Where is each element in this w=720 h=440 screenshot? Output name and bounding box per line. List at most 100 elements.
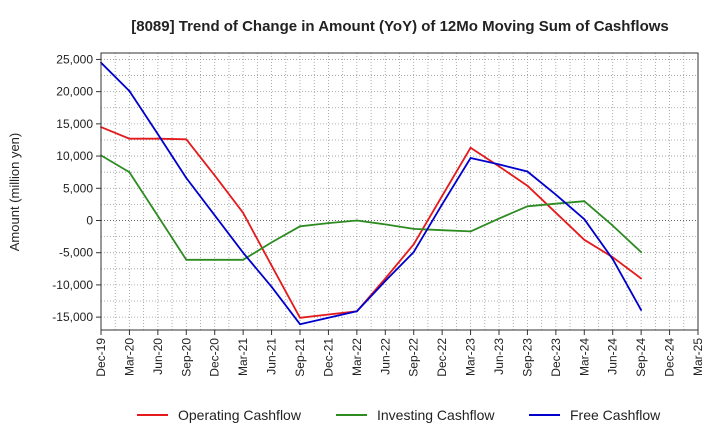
data-point — [526, 205, 529, 208]
legend-item: Free Cashflow — [529, 407, 661, 423]
data-point — [412, 227, 415, 230]
x-tick-label: Mar-24 — [577, 338, 591, 376]
x-tick-label: Jun-20 — [151, 338, 165, 375]
data-point — [384, 223, 387, 226]
y-tick-label: 0 — [86, 213, 93, 227]
data-point — [327, 313, 330, 316]
data-point — [327, 316, 330, 319]
data-point — [611, 224, 614, 227]
x-tick-label: Jun-22 — [378, 338, 392, 375]
data-point — [156, 215, 159, 217]
legend-label: Free Cashflow — [570, 407, 661, 423]
data-point — [270, 285, 273, 288]
y-tick-label: -10,000 — [52, 278, 93, 292]
data-point — [270, 241, 273, 244]
data-point — [412, 243, 415, 246]
series-line — [100, 62, 642, 326]
x-tick-label: Sep-22 — [407, 338, 421, 377]
legend-item: Investing Cashflow — [336, 407, 495, 423]
data-point — [128, 171, 131, 174]
chart-title: [8089] Trend of Change in Amount (YoY) o… — [131, 18, 669, 35]
x-tick-label: Dec-23 — [549, 338, 563, 377]
data-point — [213, 174, 216, 177]
x-tick-label: Mar-25 — [691, 338, 705, 376]
x-tick-label: Sep-24 — [634, 338, 648, 377]
y-axis-label: Amount (million yen) — [7, 133, 22, 252]
x-tick-label: Dec-24 — [663, 338, 677, 377]
data-point — [128, 90, 131, 92]
legend-label: Investing Cashflow — [377, 407, 495, 423]
y-tick-label: 10,000 — [56, 149, 93, 163]
data-point — [384, 277, 387, 280]
data-point — [640, 251, 643, 253]
data-point — [554, 193, 557, 196]
x-tick-label: Sep-20 — [179, 338, 193, 377]
x-tick-label: Dec-21 — [321, 338, 335, 377]
data-point — [441, 203, 444, 206]
data-point — [498, 163, 500, 166]
data-point — [554, 202, 557, 205]
data-point — [185, 177, 188, 179]
data-point — [242, 258, 245, 261]
data-point — [583, 218, 586, 221]
data-point — [299, 323, 301, 326]
data-point — [583, 200, 586, 203]
data-point — [384, 280, 387, 282]
data-point — [554, 211, 557, 214]
data-point — [611, 258, 614, 261]
series-free-cashflow — [100, 61, 643, 326]
x-tick-label: Dec-20 — [208, 338, 222, 377]
data-point — [583, 238, 586, 241]
data-point — [469, 146, 472, 149]
data-point — [640, 277, 643, 280]
x-tick-label: Sep-23 — [520, 338, 534, 377]
x-tick-label: Sep-21 — [293, 338, 307, 377]
legend-item: Operating Cashflow — [137, 407, 302, 423]
legend-label: Operating Cashflow — [178, 407, 302, 423]
data-point — [355, 219, 358, 222]
data-point — [213, 214, 216, 217]
data-point — [270, 264, 273, 267]
data-point — [526, 170, 529, 173]
data-point — [213, 258, 216, 261]
data-point — [498, 165, 500, 168]
y-tick-label: 15,000 — [56, 117, 93, 131]
data-point — [327, 222, 330, 224]
plot-frame — [100, 52, 699, 331]
data-point — [441, 195, 444, 197]
x-tick-label: Mar-22 — [350, 338, 364, 376]
data-point — [355, 310, 358, 313]
x-tick-label: Jun-24 — [606, 338, 620, 375]
data-point — [156, 133, 159, 136]
grid — [101, 53, 698, 330]
data-point — [185, 138, 188, 141]
data-point — [640, 309, 643, 311]
data-point — [441, 229, 444, 232]
y-tick-label: -5,000 — [59, 246, 93, 260]
data-point — [498, 217, 500, 220]
y-tick-label: 20,000 — [56, 85, 93, 99]
data-point — [156, 137, 159, 140]
y-tick-label: -15,000 — [52, 310, 93, 324]
series-line — [100, 154, 642, 261]
axis-ticks: 25,000 20,000 15,000 10,000 5,000 0 -5,000 -10,… — [52, 52, 705, 376]
x-tick-label: Mar-21 — [236, 338, 250, 376]
x-tick-label: Dec-22 — [435, 338, 449, 377]
data-point — [185, 258, 188, 261]
data-point — [526, 184, 529, 187]
series — [100, 61, 643, 326]
data-point — [412, 251, 415, 253]
legend: Operating Cashflow Investing Cashflow Free… — [137, 407, 661, 423]
data-point — [242, 211, 245, 214]
y-tick-label: 5,000 — [63, 181, 93, 195]
data-point — [299, 225, 301, 228]
data-point — [242, 251, 245, 254]
series-investing-cashflow — [100, 154, 643, 261]
x-tick-label: Dec-19 — [94, 338, 108, 377]
y-tick-label: 25,000 — [56, 52, 93, 66]
data-point — [469, 157, 472, 159]
x-tick-label: Jun-21 — [265, 338, 279, 375]
data-point — [469, 230, 472, 233]
